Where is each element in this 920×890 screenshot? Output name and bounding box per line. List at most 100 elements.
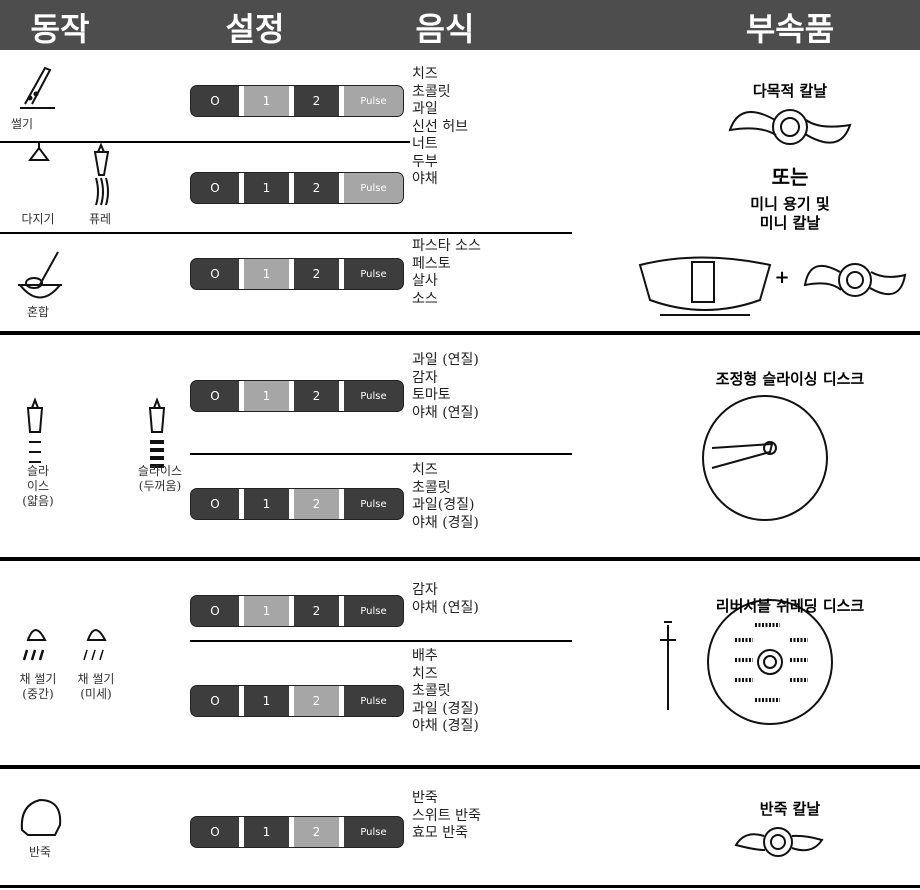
action-label: 슬라 이스 (얇음) — [22, 464, 53, 509]
speed-button: 2 — [289, 173, 339, 203]
action-label-line: 혼합 — [26, 305, 50, 319]
speed-button: 1 — [239, 259, 289, 289]
speed-button: O — [210, 181, 220, 195]
action-label: 혼합 — [27, 305, 49, 320]
control-panel: O 1 2 Pulse — [190, 258, 404, 290]
divider — [190, 640, 572, 642]
accessory-or: 또는 — [771, 165, 809, 189]
food-item: 치즈 — [412, 66, 438, 82]
speed-button: Pulse — [339, 489, 403, 519]
speed-button: O — [210, 825, 220, 839]
food-item: 배추 — [412, 648, 438, 664]
accessory-title: 미니 용기 및 — [750, 195, 830, 213]
speed-button: 2 — [289, 596, 339, 626]
food-item: 파스타 소스 — [412, 238, 481, 254]
food-item: 야채 — [412, 171, 438, 187]
accessory-title: 다목적 칼날 — [752, 82, 828, 100]
food-item: 과일(경질) — [412, 497, 475, 513]
food-item: 초콜릿 — [412, 479, 451, 496]
control-panel: O 1 2 Pulse — [190, 816, 404, 848]
action-label-line: (중간) — [22, 687, 54, 701]
accessory-title: 반죽 칼날 — [759, 800, 821, 818]
control-panel: O 1 2 Pulse — [190, 172, 404, 204]
food-item: 과일 (연질) — [412, 352, 479, 368]
action-label-line: 이스 — [26, 479, 50, 493]
speed-button: 2 — [289, 381, 339, 411]
food-item: 반죽 — [412, 790, 438, 806]
action-label: 채 썰기 (중간) — [20, 672, 57, 702]
action-label: 반죽 — [29, 845, 51, 860]
food-item: 초콜릿 — [412, 683, 451, 699]
speed-button: Pulse — [339, 381, 403, 411]
speed-button: Pulse — [339, 86, 403, 116]
food-item: 페스토 — [412, 255, 451, 272]
action-label-line: 슬라 — [26, 464, 50, 478]
food-item: 효모 반죽 — [412, 825, 468, 841]
column-header: 설정 — [225, 10, 285, 48]
control-panel: O 1 2 Pulse — [190, 685, 404, 717]
accessory-title: 미니 칼날 — [759, 214, 821, 232]
accessory-title: 조정형 슬라이싱 디스크 — [715, 370, 865, 388]
divider — [190, 453, 572, 455]
action-label-line: (얇음) — [22, 494, 54, 508]
speed-button: 1 — [239, 817, 289, 847]
food-item: 과일 (경질) — [412, 700, 479, 717]
speed-button: 1 — [239, 86, 289, 116]
action-label-line: 채 썰기 — [77, 672, 115, 686]
action-label: 슬라이스 (두꺼움) — [138, 464, 182, 494]
action-label: 채 썰기 (미세) — [78, 672, 115, 702]
action-label: 퓨레 — [89, 212, 111, 227]
speed-button: O — [210, 497, 220, 511]
speed-button: Pulse — [339, 686, 403, 716]
food-item: 감자 — [412, 582, 438, 598]
speed-button: 2 — [289, 86, 339, 116]
divider — [0, 885, 920, 888]
food-item: 신선 허브 — [412, 118, 468, 135]
speed-button: 1 — [239, 381, 289, 411]
speed-button: 2 — [289, 686, 339, 716]
divider — [0, 331, 920, 335]
food-item: 치즈 — [412, 665, 438, 682]
divider — [0, 765, 920, 769]
food-item: 야채 (경질) — [412, 514, 479, 531]
food-item: 살사 — [412, 273, 438, 289]
food-item: 야채 (경질) — [412, 718, 479, 734]
speed-button: 1 — [239, 173, 289, 203]
speed-button: 1 — [239, 686, 289, 716]
control-panel: O 1 2 Pulse — [190, 380, 404, 412]
plus-sign: + — [774, 267, 790, 288]
speed-button: O — [210, 604, 220, 618]
header-bar — [0, 0, 920, 50]
divider — [0, 141, 410, 143]
accessory-title: 리버서블 쉬레딩 디스크 — [715, 597, 865, 615]
action-label-line: 다지기 — [21, 212, 55, 226]
speed-button: O — [210, 389, 220, 403]
action-label-line: 퓨레 — [88, 212, 112, 226]
food-item: 야채 (연질) — [412, 404, 479, 421]
food-item: 감자 — [412, 369, 438, 386]
food-item: 소스 — [412, 290, 438, 307]
speed-button: Pulse — [339, 596, 403, 626]
action-label-line: 슬라이스 — [137, 464, 183, 478]
action-label-line: (두꺼움) — [138, 479, 182, 493]
action-label-line: 썰기 — [10, 117, 34, 131]
food-item: 너트 — [412, 136, 438, 152]
speed-button: Pulse — [339, 817, 403, 847]
speed-button: 2 — [289, 489, 339, 519]
action-label-line: 채 썰기 — [19, 672, 57, 686]
action-label: 썰기 — [11, 117, 33, 132]
control-panel: O 1 2 Pulse — [190, 488, 404, 520]
action-label: 다지기 — [21, 212, 54, 227]
food-item: 야채 (연질) — [412, 599, 479, 616]
speed-button: Pulse — [339, 173, 403, 203]
column-header: 동작 — [30, 10, 90, 48]
food-item: 치즈 — [412, 462, 438, 478]
food-item: 스위트 반죽 — [412, 807, 481, 824]
food-item: 두부 — [412, 153, 438, 170]
speed-button: 1 — [239, 596, 289, 626]
column-header: 부속품 — [745, 10, 835, 48]
speed-button: Pulse — [339, 259, 403, 289]
divider — [0, 232, 572, 234]
speed-button: 2 — [289, 259, 339, 289]
